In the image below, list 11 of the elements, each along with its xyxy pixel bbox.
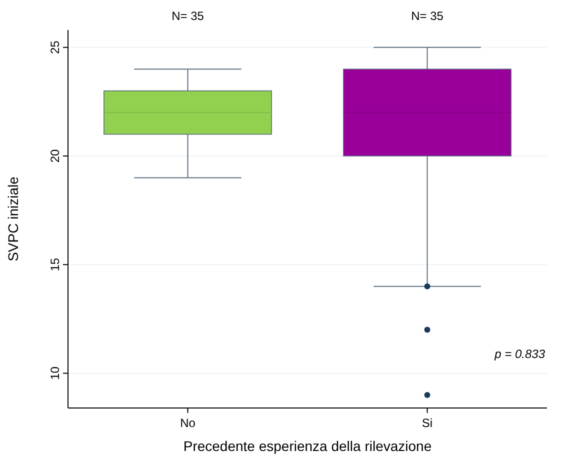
y-tick-label: 10 — [48, 366, 62, 380]
y-tick-label: 15 — [48, 258, 62, 272]
x-axis-title: Precedente esperienza della rilevazione — [183, 438, 432, 454]
text: N= 35 — [411, 9, 444, 23]
y-tick-label: 25 — [48, 40, 62, 54]
annotation: p = 0.833 — [494, 347, 546, 361]
x-tick-label: No — [180, 416, 196, 430]
x-tick-label: Si — [422, 416, 433, 430]
text: N= 35 — [172, 9, 204, 23]
y-tick-label: 20 — [48, 149, 62, 163]
y-axis-title: SVPC iniziale — [5, 176, 21, 262]
